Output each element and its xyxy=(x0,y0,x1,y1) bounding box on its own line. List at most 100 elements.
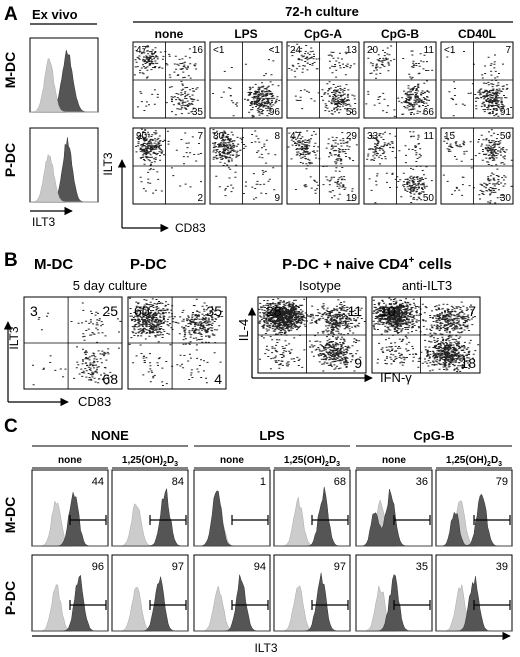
b-quad-br: 18 xyxy=(460,355,476,371)
b-pdc-label: P-DC xyxy=(130,256,167,273)
b-quad-br: 68 xyxy=(102,371,118,387)
c-hist-pdc-3: 97 xyxy=(273,554,351,632)
panel-a-letter: A xyxy=(4,4,18,25)
dotplot-mdc-1: <1 <1 96 xyxy=(209,41,283,119)
pdc-row-label: P-DC xyxy=(2,143,18,177)
col-label-4: CD40L xyxy=(458,27,496,41)
b-quad-tl: 60 xyxy=(134,303,150,319)
quad-tl: 20 xyxy=(367,45,379,56)
dotplot-pdc-2: 47 29 19 xyxy=(286,127,360,205)
c-hist-pdc-2: 94 xyxy=(193,554,271,632)
c-hist-pdc-4: 35 xyxy=(355,554,433,632)
c-percent: 84 xyxy=(172,476,184,488)
c-percent: 35 xyxy=(416,561,428,573)
c-pdc-label: P-DC xyxy=(2,581,18,615)
c-percent: 1 xyxy=(260,476,266,488)
dotplot-mdc-3: 20 11 66 xyxy=(363,41,437,119)
exvivo-label: Ex vivo xyxy=(32,7,78,22)
c-group-1: LPS xyxy=(259,428,285,443)
c-hist-pdc-1: 97 xyxy=(111,554,189,632)
a-x-axis-label: CD83 xyxy=(175,221,206,235)
b-right-y-label: IL-4 xyxy=(236,319,251,341)
c-percent: 94 xyxy=(254,561,266,573)
b-quad-tr: 11 xyxy=(347,303,362,319)
b-left-x-label: CD83 xyxy=(78,394,111,409)
mdc-row-label: M-DC xyxy=(2,52,18,89)
quad-br: 91 xyxy=(500,107,512,118)
quad-br: 35 xyxy=(192,107,204,118)
quad-tr: 8 xyxy=(274,131,280,142)
culture-label: 72-h culture xyxy=(285,4,359,19)
b-right-plot-0: 28 11 9 xyxy=(257,296,367,374)
c-percent: 97 xyxy=(172,561,184,573)
dotplot-pdc-0: 90 7 2 xyxy=(132,127,206,205)
b-quad-tr: 7 xyxy=(468,303,476,319)
quad-br: 96 xyxy=(269,107,281,118)
c-hist-pdc-0: 96 xyxy=(31,554,109,632)
c-sub-none: none xyxy=(58,455,82,466)
b-left-y-label: ILT3 xyxy=(7,326,21,349)
quad-tr: <1 xyxy=(269,45,281,56)
col-label-3: CpG-B xyxy=(381,27,419,41)
quad-tr: 16 xyxy=(192,45,204,56)
c-percent: 39 xyxy=(496,561,508,573)
c-percent: 79 xyxy=(496,476,508,488)
quad-tr: 50 xyxy=(500,131,512,142)
c-percent: 97 xyxy=(334,561,346,573)
quad-tl: 47 xyxy=(290,131,302,142)
col-label-0: none xyxy=(155,27,184,41)
b-right-x-label: IFN-γ xyxy=(380,370,412,385)
b-quad-tr: 25 xyxy=(102,303,118,319)
b-right-plot-1: 10 7 18 xyxy=(371,296,481,374)
quad-tl: 90 xyxy=(136,131,148,142)
c-hist-pdc-5: 39 xyxy=(435,554,513,632)
b-culture-label: 5 day culture xyxy=(73,278,147,293)
quad-tl: 80 xyxy=(213,131,225,142)
quad-br: 30 xyxy=(500,193,512,204)
dotplot-mdc-0: 47 16 35 xyxy=(132,41,206,119)
quad-tl: 47 xyxy=(136,45,148,56)
quad-tr: 11 xyxy=(424,131,435,142)
dotplot-mdc-4: <1 7 91 xyxy=(440,41,514,119)
quad-br: 2 xyxy=(197,193,203,204)
c-hist-mdc-3: 68 xyxy=(273,469,351,547)
b-mdc-label: M-DC xyxy=(34,256,73,273)
col-label-1: LPS xyxy=(234,27,257,41)
b-left-plot-1: 60 35 4 xyxy=(127,296,227,390)
quad-br: 50 xyxy=(423,193,435,204)
c-hist-mdc-2: 1 xyxy=(193,469,271,547)
quad-br: 9 xyxy=(274,193,280,204)
quad-tr: 11 xyxy=(424,45,435,56)
exvivo-histogram-mdc xyxy=(29,37,99,113)
c-sub-none: none xyxy=(220,455,244,466)
b-quad-tl: 28 xyxy=(266,303,282,319)
c-hist-mdc-4: 36 xyxy=(355,469,433,547)
c-percent: 68 xyxy=(334,476,346,488)
quad-tl: <1 xyxy=(444,45,456,56)
c-hist-mdc-1: 84 xyxy=(111,469,189,547)
c-x-axis-label: ILT3 xyxy=(254,641,277,655)
c-sub-none: none xyxy=(382,455,406,466)
c-group-2: CpG-B xyxy=(413,428,454,443)
b-anti-label: anti-ILT3 xyxy=(402,278,452,293)
quad-br: 66 xyxy=(423,107,435,118)
c-group-0: NONE xyxy=(91,428,129,443)
quad-br: 19 xyxy=(346,193,358,204)
dotplot-pdc-1: 80 8 9 xyxy=(209,127,283,205)
c-hist-mdc-0: 44 xyxy=(31,469,109,547)
quad-tl: 33 xyxy=(367,131,379,142)
b-isotype-label: Isotype xyxy=(299,278,341,293)
quad-tr: 29 xyxy=(346,131,358,142)
exvivo-histogram-pdc xyxy=(29,127,99,203)
quad-br: 56 xyxy=(346,107,358,118)
quad-tr: 7 xyxy=(505,45,511,56)
b-quad-tr: 35 xyxy=(206,303,222,319)
c-hist-mdc-5: 79 xyxy=(435,469,513,547)
c-sub-vitd: 1,25(OH)2D3 xyxy=(122,455,178,468)
c-sub-vitd: 1,25(OH)2D3 xyxy=(284,455,340,468)
dotplot-mdc-2: 24 13 56 xyxy=(286,41,360,119)
panel-c-letter: C xyxy=(4,416,18,437)
quad-tr: 13 xyxy=(346,45,358,56)
b-quad-br: 4 xyxy=(214,371,222,387)
